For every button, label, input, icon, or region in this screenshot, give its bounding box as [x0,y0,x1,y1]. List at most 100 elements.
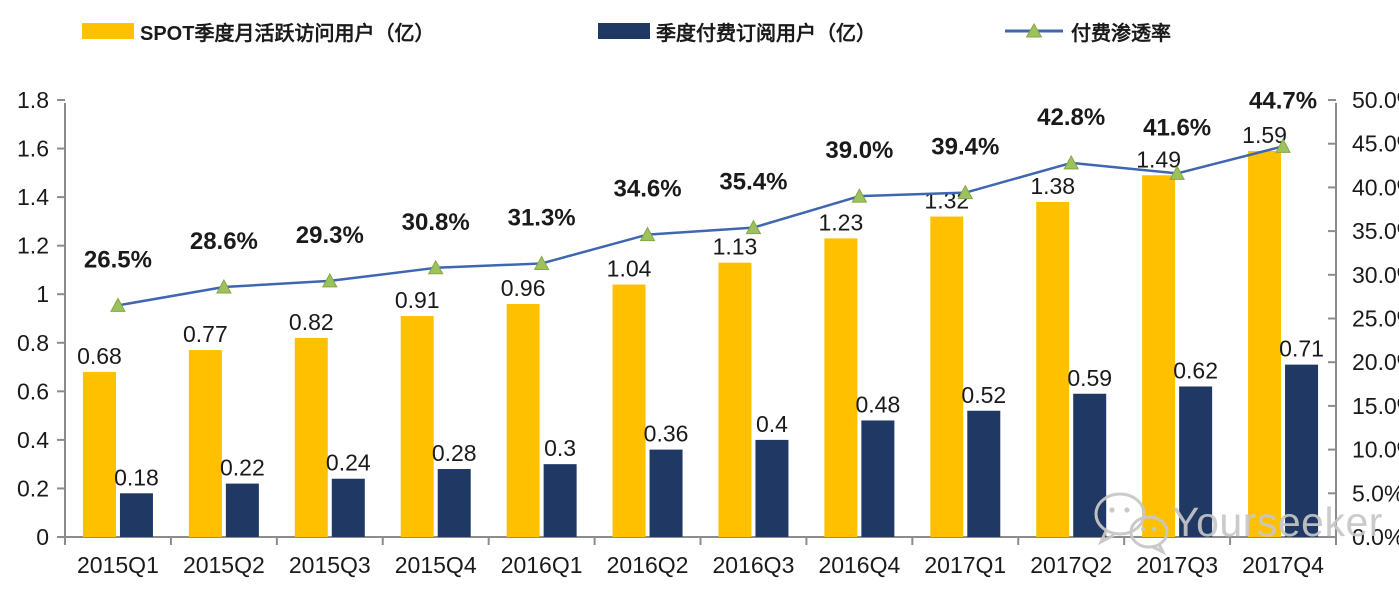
bar-subscribers [967,410,1001,537]
penetration-label: 39.0% [825,137,893,164]
legend-item-mau: SPOT季度月活跃访问用户（亿） [82,14,434,48]
legend-line-marker-icon [1005,22,1063,38]
bar-mau [294,337,328,537]
bar-mau [1142,175,1176,537]
penetration-label: 44.7% [1249,87,1317,114]
bar-label-subscribers: 0.24 [326,450,371,476]
x-axis-category-label: 2016Q3 [713,552,795,578]
left-axis-tick-label: 1.4 [17,184,49,210]
bar-label-mau: 1.04 [607,256,652,282]
penetration-label: 28.6% [190,228,258,255]
x-axis-category-label: 2017Q1 [924,552,1006,578]
penetration-marker [1275,138,1291,153]
left-axis-tick-label: 0 [36,524,49,550]
bar-label-mau: 0.82 [289,309,334,335]
left-axis-tick-label: 1.2 [17,233,49,259]
penetration-marker [957,184,974,200]
bar-label-mau: 1.38 [1030,173,1075,199]
x-axis-category-label: 2015Q1 [77,552,159,578]
right-axis-tick-label: 45.0% [1352,131,1399,157]
bar-label-mau: 1.13 [713,234,758,260]
chart-legend: SPOT季度月活跃访问用户（亿） 季度付费订阅用户（亿） 付费渗透率 [0,14,1399,48]
left-axis-tick-label: 0.2 [17,475,49,501]
bar-label-subscribers: 0.52 [961,382,1006,408]
bar-label-mau: 0.77 [183,321,228,347]
penetration-label: 26.5% [84,246,152,273]
x-axis-category-label: 2015Q2 [183,552,265,578]
legend-label-subscribers: 季度付费订阅用户（亿） [656,22,876,45]
left-axis-tick-label: 0.6 [17,378,49,404]
bar-mau [718,262,752,537]
bar-label-subscribers: 0.48 [855,391,900,417]
penetration-line [117,145,1284,307]
bar-label-subscribers: 0.3 [544,435,576,461]
right-axis-tick-label: 5.0% [1352,480,1399,506]
x-axis-category-label: 2016Q1 [501,552,583,578]
x-axis-category-label: 2015Q4 [395,552,477,578]
penetration-marker [851,188,868,203]
left-axis-tick-label: 0.4 [17,427,49,453]
right-axis-tick-label: 15.0% [1352,393,1399,419]
penetration-marker [1063,154,1080,170]
penetration-marker [745,219,762,235]
legend-label-penetration: 付费渗透率 [1071,22,1171,45]
bar-mau [506,303,540,537]
bar-label-subscribers: 0.22 [220,455,265,481]
bar-subscribers [225,483,259,537]
bar-label-mau: 0.91 [395,287,440,313]
bar-subscribers [755,439,789,537]
penetration-label: 31.3% [508,204,576,231]
bar-mau [82,371,116,537]
bar-label-subscribers: 0.18 [114,464,159,490]
x-axis-category-label: 2017Q4 [1242,552,1324,578]
penetration-marker [216,278,232,294]
bar-subscribers [437,469,471,537]
legend-swatch-subscribers [598,23,650,39]
bar-label-mau: 1.49 [1136,146,1181,172]
legend-label-mau: SPOT季度月活跃访问用户（亿） [140,22,435,45]
right-axis-tick-label: 0.0% [1352,524,1399,550]
bar-label-subscribers: 0.36 [644,421,689,447]
right-axis-tick-label: 25.0% [1352,306,1399,332]
penetration-label: 29.3% [296,222,364,249]
x-axis-category-label: 2016Q2 [607,552,689,578]
bar-mau [930,216,964,538]
bar-subscribers [331,478,365,537]
penetration-marker [110,297,126,312]
right-axis-tick-label: 35.0% [1352,218,1399,244]
bar-label-subscribers: 0.59 [1067,365,1112,391]
penetration-label: 35.4% [719,169,787,196]
bar-subscribers [119,493,153,537]
bar-subscribers [1073,393,1107,537]
bar-mau [1248,150,1282,537]
penetration-marker [533,255,550,270]
x-axis-category-label: 2015Q3 [289,552,371,578]
penetration-marker [1169,165,1185,180]
right-axis-tick-label: 30.0% [1352,262,1399,288]
bar-label-subscribers: 0.71 [1279,336,1324,362]
penetration-label: 30.8% [402,209,470,236]
bar-mau [400,316,434,537]
bar-subscribers [649,449,683,537]
x-axis-category-label: 2017Q3 [1136,552,1218,578]
bar-label-mau: 1.59 [1242,122,1287,148]
penetration-label: 41.6% [1143,114,1211,141]
legend-swatch-mau [82,23,134,39]
bar-label-mau: 0.68 [77,343,122,369]
right-axis-tick-label: 50.0% [1352,87,1399,113]
bar-label-mau: 1.23 [818,209,863,235]
left-axis-tick-label: 0.8 [17,330,49,356]
bar-mau [612,284,646,537]
right-axis-tick-label: 10.0% [1352,437,1399,463]
left-axis-tick-label: 1 [36,281,49,307]
left-axis-tick-label: 1.6 [17,136,49,162]
bar-label-subscribers: 0.4 [756,411,788,437]
x-axis-category-label: 2017Q2 [1030,552,1112,578]
bar-subscribers [1285,364,1319,537]
right-axis-tick-label: 20.0% [1352,349,1399,375]
penetration-marker [427,259,444,275]
left-axis-tick-label: 1.8 [17,87,49,113]
bar-subscribers [861,420,895,537]
